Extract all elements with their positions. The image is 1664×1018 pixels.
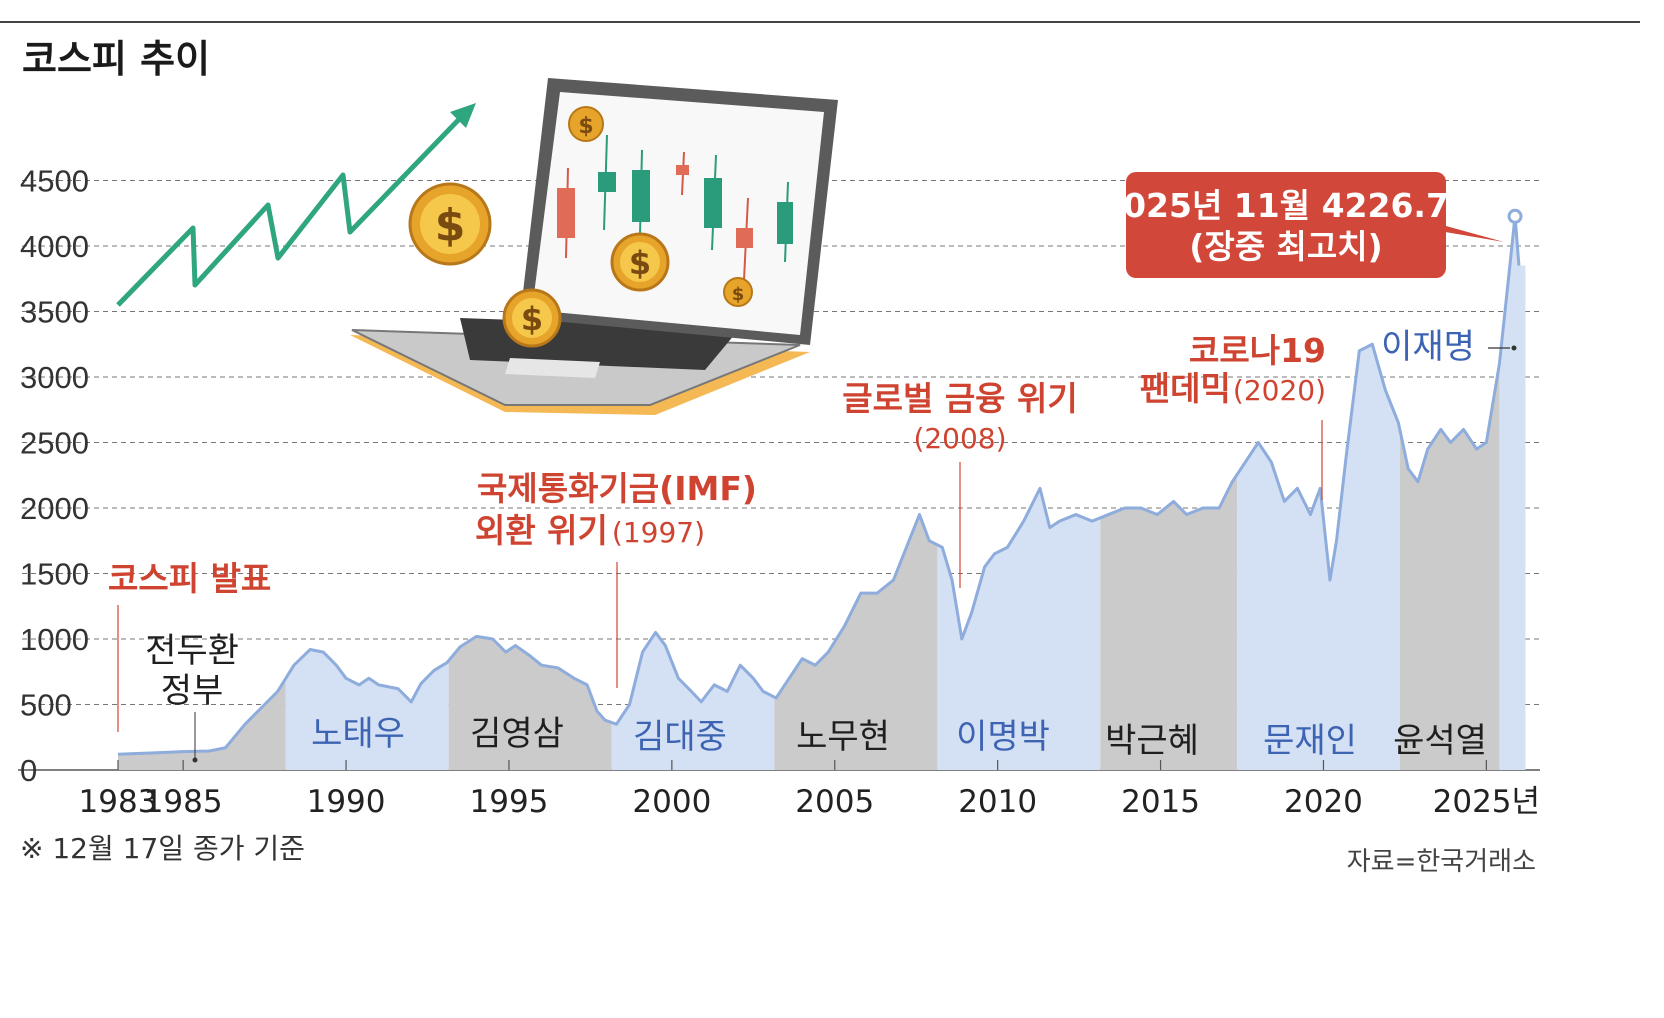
event-kospi-launch: 코스피 발표 bbox=[108, 559, 271, 732]
svg-text:$: $ bbox=[521, 300, 543, 338]
x-tick-label: 1983 bbox=[79, 784, 158, 820]
x-tick-label: 2025년 bbox=[1433, 784, 1540, 820]
era-fill bbox=[1400, 363, 1500, 770]
era-fill bbox=[774, 514, 938, 770]
era-marker bbox=[192, 757, 198, 763]
dollar-coin-icon: $ bbox=[723, 277, 753, 307]
svg-text:$: $ bbox=[732, 284, 745, 305]
callout-line: (장중 최고치) bbox=[1189, 227, 1382, 266]
era-fill bbox=[285, 649, 449, 770]
event-label: 코로나19 bbox=[1189, 331, 1326, 370]
era-fill bbox=[611, 632, 775, 770]
era-fill bbox=[1499, 216, 1526, 770]
peak-point bbox=[1507, 208, 1523, 224]
y-tick-label: 0 bbox=[20, 753, 37, 788]
y-tick-label: 2000 bbox=[20, 491, 89, 526]
source-credit: 자료=한국거래소 bbox=[1347, 847, 1536, 877]
era-label: 윤석열 bbox=[1393, 721, 1487, 761]
y-tick-label: 4500 bbox=[20, 164, 89, 199]
chart-title: 코스피 추이 bbox=[22, 37, 210, 81]
era-fill bbox=[1100, 474, 1238, 770]
x-tick-label: 1985 bbox=[144, 784, 223, 820]
dollar-coin-icon: $ bbox=[502, 288, 562, 348]
series-line-layer bbox=[117, 214, 1521, 756]
era-marker bbox=[1511, 345, 1517, 351]
event-label: 팬데믹(2020) bbox=[1140, 369, 1326, 408]
svg-text:$: $ bbox=[578, 114, 593, 139]
event-label: 코스피 발표 bbox=[108, 559, 271, 598]
era-label: 전두환 정부 bbox=[145, 631, 239, 711]
event-covid19: 코로나19 팬데믹(2020) bbox=[1140, 331, 1326, 500]
candlestick-chart-icon bbox=[557, 134, 793, 281]
era-fill bbox=[937, 488, 1101, 770]
y-tick-label: 3500 bbox=[20, 295, 89, 330]
era-fill bbox=[118, 678, 286, 770]
kospi-series-line bbox=[117, 214, 1521, 756]
y-axis: 4500 4000 3500 3000 2500 2000 1500 1000 500 0 bbox=[20, 164, 89, 789]
event-label: 국제통화기금(IMF) 외환 위기 (1997) bbox=[475, 469, 757, 550]
y-tick-label: 4000 bbox=[20, 229, 89, 264]
y-tick-label: 500 bbox=[20, 688, 72, 723]
y-tick-label: 1500 bbox=[20, 557, 89, 592]
dollar-coin-icon: $ bbox=[568, 106, 604, 142]
event-year: (2008) bbox=[913, 422, 1006, 455]
dollar-coin-icon: $ bbox=[610, 232, 670, 292]
y-tick-label: 1000 bbox=[20, 622, 89, 657]
x-tick-label: 2000 bbox=[632, 784, 711, 820]
era-label: 노무현 bbox=[796, 717, 890, 757]
rising-arrow-icon bbox=[116, 103, 476, 307]
x-tick-label: 2010 bbox=[958, 784, 1037, 820]
event-imf-crisis: 국제통화기금(IMF) 외환 위기 (1997) bbox=[475, 469, 757, 688]
svg-text:$: $ bbox=[435, 200, 466, 251]
y-tick-label: 3000 bbox=[20, 360, 89, 395]
svg-text:$: $ bbox=[629, 244, 651, 282]
era-label: 이명박 bbox=[956, 717, 1050, 757]
era-fill bbox=[1237, 344, 1401, 770]
x-tick-label: 2005 bbox=[795, 784, 874, 820]
era-label: 박근혜 bbox=[1105, 721, 1199, 761]
event-label: 글로벌 금융 위기 bbox=[842, 379, 1078, 418]
x-tick-label: 2015 bbox=[1121, 784, 1200, 820]
event-global-financial-crisis: 글로벌 금융 위기 (2008) bbox=[842, 379, 1078, 588]
laptop-illustration bbox=[350, 78, 838, 415]
x-tick-label: 2020 bbox=[1284, 784, 1363, 820]
callout-box bbox=[1126, 172, 1446, 278]
era-fill bbox=[448, 636, 612, 770]
era-label: 노태우 bbox=[311, 714, 405, 754]
x-tick-label: 1990 bbox=[307, 784, 386, 820]
y-tick-label: 2500 bbox=[20, 426, 89, 461]
x-tick-label: 1995 bbox=[470, 784, 549, 820]
era-label: 이재명 bbox=[1381, 327, 1475, 367]
era-label: 문재인 bbox=[1263, 721, 1357, 761]
callout-line: 2025년 11월 4226.75 bbox=[1100, 186, 1472, 225]
era-fills bbox=[118, 216, 1526, 770]
dollar-coin-icon: $ bbox=[408, 182, 492, 266]
era-label: 김영삼 bbox=[470, 714, 564, 754]
peak-callout: 2025년 11월 4226.75 (장중 최고치) bbox=[1100, 172, 1523, 278]
era-label: 김대중 bbox=[633, 717, 727, 757]
footnote: ※ 12월 17일 종가 기준 bbox=[20, 832, 305, 865]
